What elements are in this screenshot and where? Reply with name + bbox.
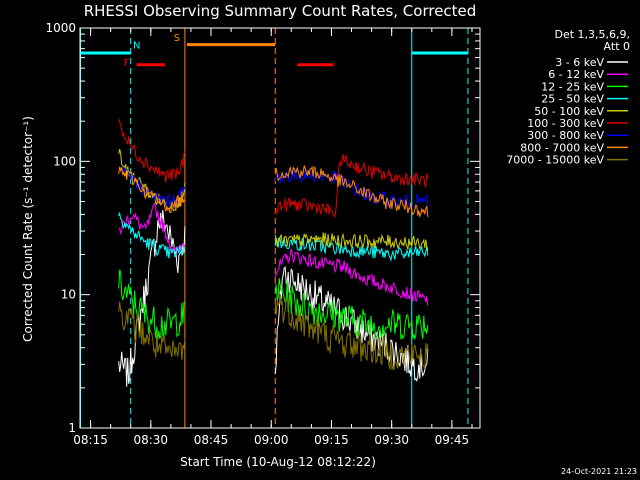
legend-label: 300 - 800 keV (527, 129, 604, 142)
series-line-2-seg2 (274, 278, 429, 341)
legend-header: Det 1,3,5,6,9, (554, 28, 630, 41)
series-line-5-seg2 (274, 154, 429, 218)
y-tick-label: 10 (61, 288, 76, 302)
series-line-0-seg2 (274, 266, 429, 383)
series-line-7-seg2 (274, 164, 429, 218)
plot-frame (79, 27, 481, 429)
flag-intervals (80, 28, 469, 428)
series-line-3-seg1 (118, 211, 186, 259)
legend-label: 50 - 100 keV (534, 105, 604, 118)
legend-label: 800 - 7000 keV (520, 141, 604, 154)
timestamp: 24-Oct-2021 21:23 (561, 467, 637, 476)
series-line-0-seg1 (118, 209, 186, 387)
x-tick-label: 09:15 (314, 433, 349, 447)
x-tick-label: 09:00 (254, 433, 289, 447)
series-line-4-seg2 (274, 232, 429, 251)
series-line-8-seg1 (118, 301, 186, 361)
flag-label-F: F (124, 58, 130, 69)
legend-label: 12 - 25 keV (541, 80, 604, 93)
y-tick-label: 100 (53, 154, 76, 168)
series-line-5-seg1 (118, 118, 186, 183)
x-tick-label: 09:30 (374, 433, 409, 447)
legend-label: 3 - 6 keV (555, 56, 604, 69)
legend-label: 25 - 50 keV (541, 93, 604, 106)
x-axis-label: Start Time (10-Aug-12 08:12:22) (180, 455, 376, 469)
x-tick-label: 09:45 (435, 433, 470, 447)
flag-label-S: S (174, 33, 180, 44)
legend-label: 7000 - 15000 keV (506, 154, 604, 167)
series-layer (118, 118, 429, 387)
y-tick-label: 1 (68, 421, 76, 435)
y-tick-label: 1000 (45, 21, 76, 35)
y-axis: 1 10 100 1000 (45, 21, 480, 435)
legend-label: 100 - 300 keV (527, 117, 604, 130)
series-line-3-seg2 (274, 236, 429, 262)
series-line-6-seg2 (274, 167, 429, 209)
flag-labels: FN S (124, 33, 180, 69)
series-line-2-seg1 (118, 269, 185, 340)
x-tick-label: 08:30 (133, 433, 168, 447)
legend-label: 6 - 12 keV (548, 68, 604, 81)
legend-header: Att 0 (604, 40, 630, 53)
x-tick-label: 08:45 (194, 433, 229, 447)
y-axis-label: Corrected Count Rate (s⁻¹ detector⁻¹) (21, 116, 35, 342)
x-axis: 08:15 08:30 08:45 09:00 09:15 09:30 09:45 (73, 28, 473, 447)
series-line-1-seg1 (118, 201, 186, 255)
x-tick-label: 08:15 (73, 433, 108, 447)
chart-title: RHESSI Observing Summary Count Rates, Co… (84, 2, 477, 20)
series-line-8-seg2 (274, 294, 429, 371)
series-line-1-seg2 (274, 248, 429, 306)
flag-label-N: N (133, 41, 140, 52)
series-line-7-seg1 (118, 166, 186, 214)
